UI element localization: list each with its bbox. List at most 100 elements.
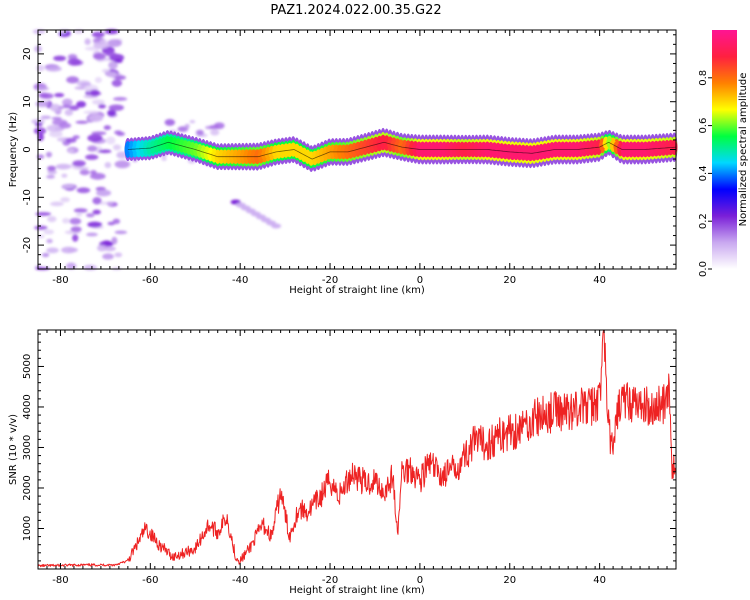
noise-blob (112, 144, 122, 151)
noise-blob (108, 104, 125, 111)
colorbar: 0.0 0.2 0.4 0.6 0.8 Normalized spectral ampl… (698, 30, 749, 277)
noise-blob (45, 65, 62, 72)
noise-blob (111, 79, 123, 87)
noise-blob (98, 104, 106, 109)
noise-blob (114, 230, 128, 235)
noise-blob (73, 208, 88, 213)
colorbar-tick-label: 0.2 (698, 213, 709, 229)
noise-blob (70, 226, 82, 233)
spectrogram-y-axis-label: Frequency (Hz) (8, 112, 19, 188)
noise-blob (36, 64, 45, 72)
x-tick-label: 40 (593, 275, 606, 286)
noise-blob (42, 252, 50, 258)
noise-blob (87, 221, 103, 228)
y-tick-label: 0 (22, 146, 33, 152)
noise-blob (36, 154, 45, 160)
noise-blob (35, 212, 52, 216)
noise-blob (47, 165, 56, 171)
noise-blob (37, 133, 44, 142)
x-tick-label: 20 (503, 575, 516, 586)
colorbar-gradient (712, 30, 737, 269)
colorbar-ticks: 0.0 0.2 0.4 0.6 0.8 (698, 70, 712, 277)
figure-title: PAZ1.2024.022.00.35.G22 (270, 3, 441, 18)
y-tick-label: 4000 (22, 394, 33, 419)
x-tick-label: 40 (593, 575, 606, 586)
noise-blob (209, 124, 220, 130)
noise-blob (94, 76, 102, 84)
noise-blob (86, 232, 98, 237)
noise-blob (69, 105, 80, 111)
x-tick-label: 20 (503, 275, 516, 286)
noise-blob (92, 99, 105, 105)
noise-blob (40, 115, 52, 120)
noise-blob (106, 201, 114, 206)
snr-plot-area (38, 330, 676, 569)
noise-blob (87, 134, 103, 142)
colorbar-label: Normalized spectral amplitude (738, 73, 749, 227)
noise-blob (45, 151, 53, 158)
noise-blob (90, 170, 97, 175)
y-tick-label: 2000 (22, 475, 33, 500)
spectrogram-x-axis-label: Height of straight line (km) (289, 285, 425, 296)
noise-blob (72, 234, 79, 242)
noise-blob (53, 55, 67, 62)
noise-blob (114, 130, 123, 135)
noise-blob (91, 31, 105, 38)
noise-blob (36, 87, 50, 91)
noise-blob (113, 97, 128, 101)
noise-blob (50, 201, 64, 207)
noise-blob (60, 197, 70, 203)
x-tick-label: -20 (322, 575, 338, 586)
colorbar-tick-label: 0.4 (698, 165, 709, 181)
noise-blob (114, 252, 123, 258)
noise-blobs (31, 28, 225, 271)
noise-blob (40, 92, 54, 99)
y-tick-label: -10 (22, 189, 33, 205)
noise-blob (91, 131, 107, 136)
spectrogram-panel: -80 -60 -40 -20 0 20 40 -20 -10 0 10 20 Height of s… (8, 28, 678, 296)
noise-blob (107, 221, 116, 226)
y-tick-label: 20 (22, 48, 33, 61)
noise-blob (210, 129, 220, 136)
noise-blob (105, 52, 117, 57)
noise-blob (76, 80, 91, 87)
noise-blob (93, 41, 109, 49)
noise-blob (107, 39, 122, 48)
noise-blob (66, 76, 79, 84)
noise-blob (61, 173, 68, 178)
noise-blob (58, 105, 65, 110)
noise-blob (161, 156, 167, 161)
noise-blob (46, 174, 55, 179)
noise-blob (106, 71, 118, 78)
noise-blob (49, 103, 61, 112)
x-tick-label: -40 (232, 575, 248, 586)
y-tick-label: -20 (22, 237, 33, 253)
noise-blob (98, 149, 112, 154)
noise-blob (85, 154, 99, 160)
noise-blob (164, 118, 176, 126)
noise-blob (116, 151, 128, 159)
streak-blob (271, 223, 282, 229)
noise-blob (96, 189, 112, 197)
colorbar-tick-label: 0.6 (698, 118, 709, 134)
ridge-centerline (127, 141, 677, 160)
snr-frame (37, 329, 677, 570)
noise-blob (46, 247, 59, 254)
noise-blob (87, 145, 98, 152)
noise-blob (43, 229, 55, 235)
noise-blob (64, 109, 74, 116)
snr-series-line (37, 329, 677, 568)
noise-blob (75, 120, 89, 124)
x-tick-label: 0 (417, 275, 423, 286)
noise-blob (114, 160, 131, 169)
noise-blob (76, 101, 87, 108)
noise-blob (62, 98, 73, 107)
noise-blob (58, 122, 72, 129)
noise-blob (83, 110, 99, 115)
noise-blob (195, 129, 204, 136)
noise-blob (111, 236, 118, 245)
noise-blob (72, 135, 80, 140)
noise-blob (101, 68, 111, 73)
y-tick-label: 3000 (22, 435, 33, 460)
noise-blob (62, 184, 75, 189)
